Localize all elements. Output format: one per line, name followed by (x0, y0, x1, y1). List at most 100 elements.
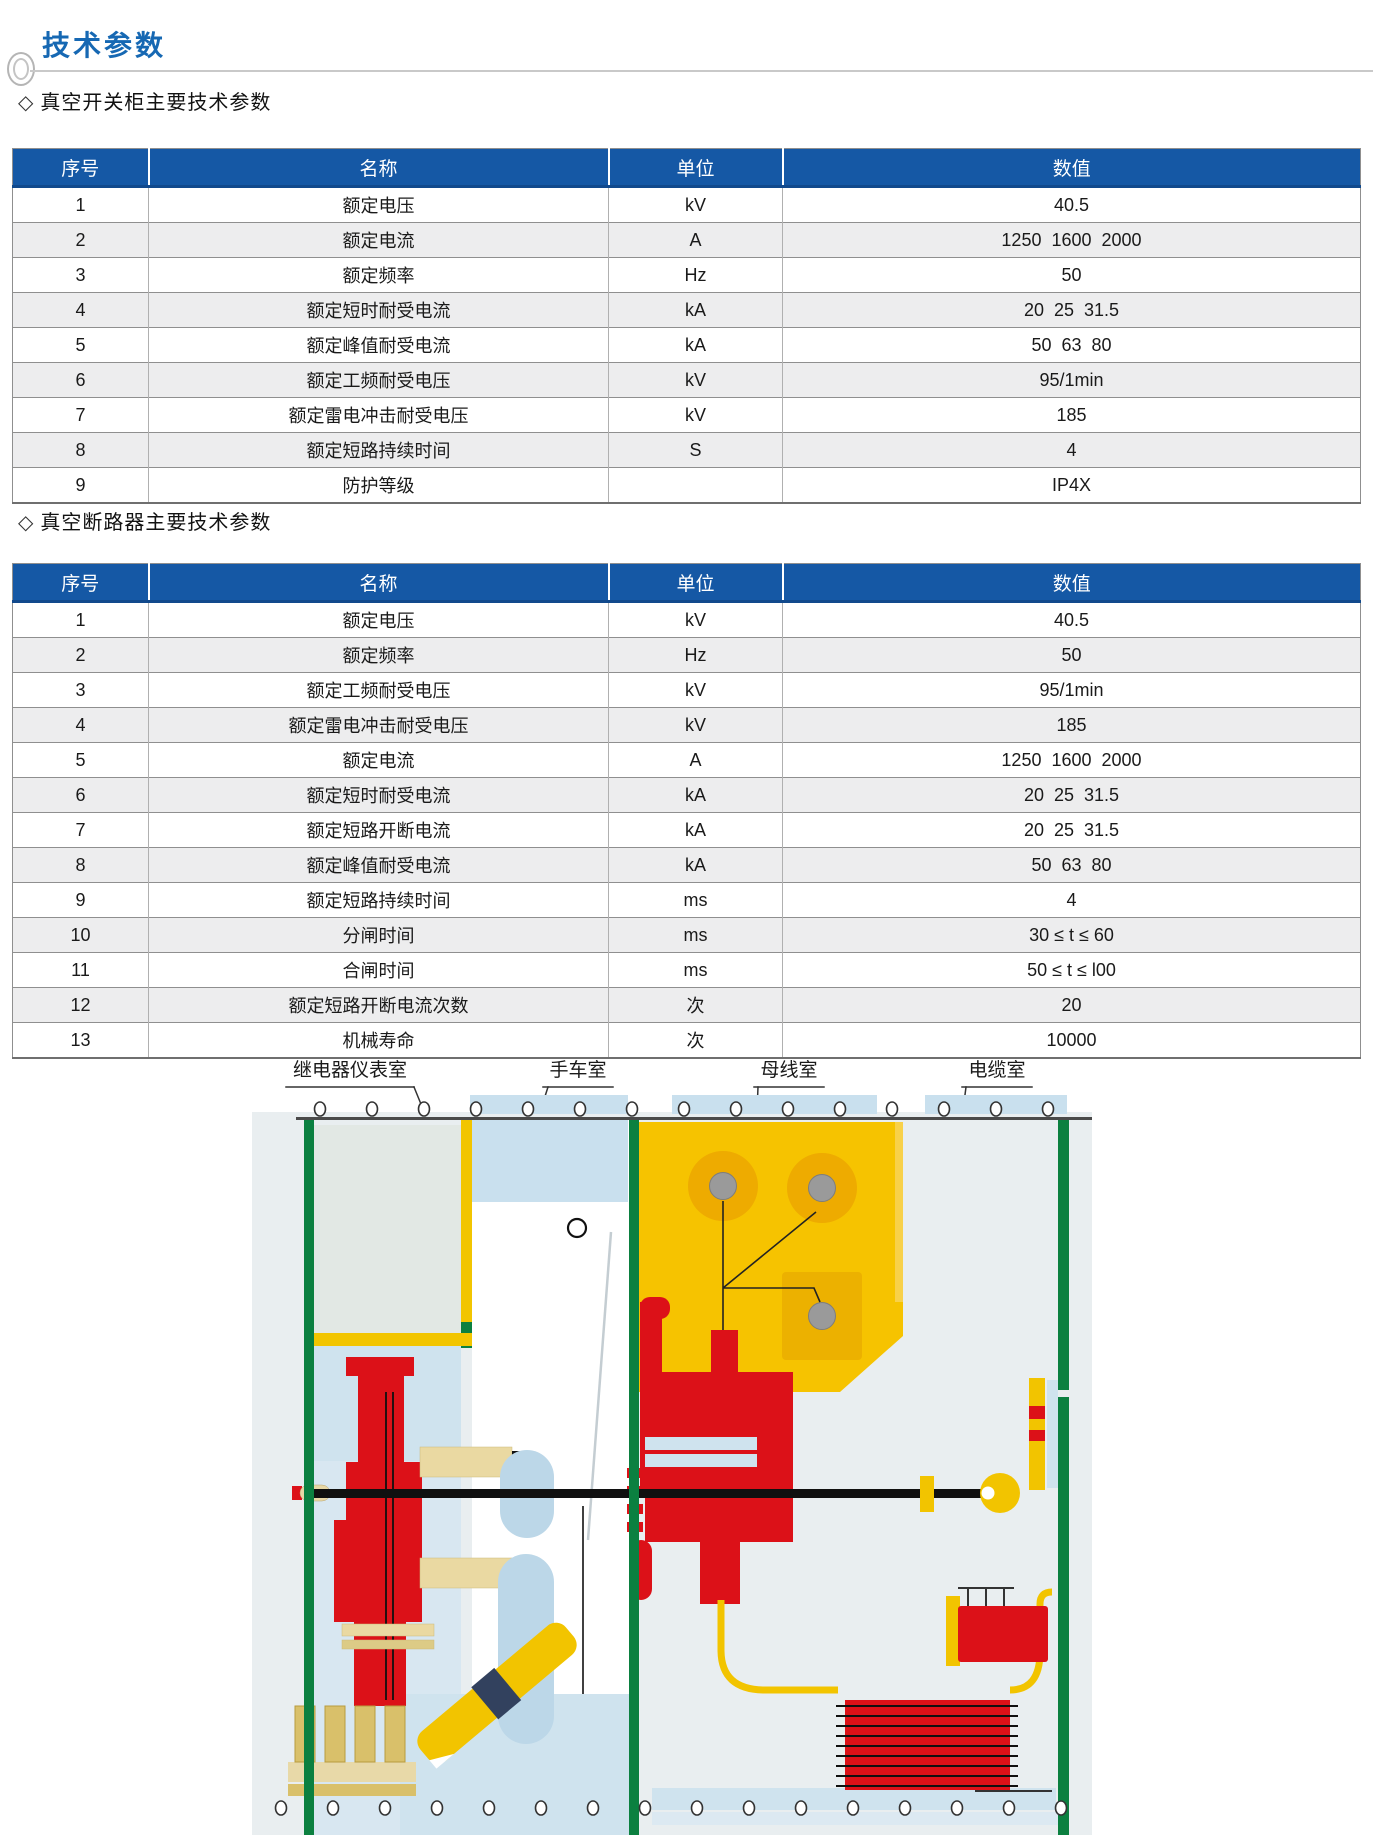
col-header-value: 数值 (782, 148, 1361, 188)
table-row: 4 额定雷电冲击耐受电压 kV 185 (12, 707, 1361, 743)
cell-name: 防护等级 (148, 467, 609, 503)
cable-box (958, 1606, 1048, 1662)
operating-mechanism (334, 1357, 554, 1744)
cell-name: 额定短路开断电流次数 (148, 987, 609, 1023)
cell-name: 额定频率 (148, 637, 609, 673)
table-row: 11 合闸时间 ms 50 ≤ t ≤ l00 (12, 952, 1361, 988)
table-row: 7 额定雷电冲击耐受电压 kV 185 (12, 397, 1361, 433)
cell-name: 额定短路持续时间 (148, 432, 609, 468)
section-heading-breaker: ◇ 真空断路器主要技术参数 (18, 506, 271, 535)
cell-unit: ms (608, 882, 783, 918)
cell-value: 10000 (782, 1022, 1361, 1058)
table-row: 4 额定短时耐受电流 kA 20 25 31.5 (12, 292, 1361, 328)
cell-index: 3 (12, 672, 149, 708)
cell-unit: A (608, 742, 783, 778)
cell-value: 50 (782, 637, 1361, 673)
table-row: 1 额定电压 kV 40.5 (12, 601, 1361, 638)
cell-name: 额定电流 (148, 742, 609, 778)
cell-value: 185 (782, 707, 1361, 743)
cell-value: 30 ≤ t ≤ 60 (782, 917, 1361, 953)
cell-name: 额定电压 (148, 186, 609, 223)
table-row: 5 额定峰值耐受电流 kA 50 63 80 (12, 327, 1361, 363)
cell-name: 分闸时间 (148, 917, 609, 953)
cell-value: 50 (782, 257, 1361, 293)
cell-name: 机械寿命 (148, 1022, 609, 1058)
cell-value: 40.5 (782, 601, 1361, 638)
switchgear-params-table: 序号 名称 单位 数值 1 额定电压 kV 40.5 2 额定电流 A 1250 1600 2… (12, 148, 1361, 504)
table-row: 6 额定工频耐受电压 kV 95/1min (12, 362, 1361, 398)
cell-index: 7 (12, 397, 149, 433)
cell-value: 40.5 (782, 186, 1361, 223)
earthing-symbol (958, 1587, 1014, 1612)
cell-name: 额定工频耐受电压 (148, 672, 609, 708)
section-heading-text: 真空开关柜主要技术参数 (40, 92, 272, 114)
cell-index: 4 (12, 292, 149, 328)
table-row: 13 机械寿命次 10000 (12, 1022, 1361, 1058)
cell-value: 20 25 31.5 (782, 292, 1361, 328)
switchgear-cutaway-diagram: 继电器仪表室 手车室 母线室 电缆室 (252, 1059, 1092, 1835)
cell-value: IP4X (782, 467, 1361, 503)
col-header-name: 名称 (148, 563, 610, 603)
cell-value: 50 ≤ t ≤ l00 (782, 952, 1361, 988)
cell-index: 8 (12, 432, 149, 468)
section-heading-switchgear: ◇ 真空开关柜主要技术参数 (18, 86, 271, 115)
cell-value: 4 (782, 882, 1361, 918)
ring-icon (7, 52, 35, 86)
title-divider (30, 70, 1373, 72)
cell-unit: kV (608, 672, 783, 708)
table-header-row: 序号 名称 单位 数值 (12, 148, 1361, 188)
cell-unit (608, 467, 783, 503)
table-row: 3 额定频率 Hz 50 (12, 257, 1361, 293)
cell-index: 6 (12, 777, 149, 813)
insulated-drive-rods (341, 1446, 513, 1650)
cell-unit: kV (608, 362, 783, 398)
busbar-chamber (638, 1122, 903, 1392)
cell-index: 5 (12, 327, 149, 363)
cell-unit: kV (608, 601, 783, 638)
cell-index: 10 (12, 917, 149, 953)
cell-unit: ms (608, 952, 783, 988)
cell-index: 7 (12, 812, 149, 848)
label-cable-room: 电缆室 (968, 1059, 1025, 1081)
col-header-index: 序号 (12, 563, 150, 603)
cell-unit: Hz (608, 257, 783, 293)
cell-name: 额定峰值耐受电流 (148, 847, 609, 883)
cell-value: 1250 1600 2000 (782, 742, 1361, 778)
cell-name: 额定峰值耐受电流 (148, 327, 609, 363)
cell-value: 20 25 31.5 (782, 777, 1361, 813)
cell-unit: kA (608, 292, 783, 328)
cell-value: 95/1min (782, 672, 1361, 708)
cell-index: 2 (12, 637, 149, 673)
top-vent-holes (313, 1101, 1055, 1117)
cell-value: 20 25 31.5 (782, 812, 1361, 848)
col-header-index: 序号 (12, 148, 150, 188)
cell-unit: 次 (608, 987, 783, 1023)
table-row: 6 额定短时耐受电流 kA 20 25 31.5 (12, 777, 1361, 813)
table-row: 7 额定短路开断电流 kA 20 25 31.5 (12, 812, 1361, 848)
table-row: 9 防护等级 IP4X (12, 467, 1361, 503)
cell-name: 额定雷电冲击耐受电压 (148, 397, 609, 433)
crank-handle (417, 1622, 577, 1769)
breaker-params-table: 序号 名称 单位 数值 1 额定电压 kV 40.5 2 额定频率 Hz 50 3 额定工频耐受电… (12, 563, 1361, 1059)
cell-unit: S (608, 432, 783, 468)
cell-value: 4 (782, 432, 1361, 468)
table-row: 2 额定频率 Hz 50 (12, 637, 1361, 673)
cell-unit: ms (608, 917, 783, 953)
cell-index: 1 (12, 186, 149, 223)
cell-unit: kA (608, 777, 783, 813)
cell-unit: Hz (608, 637, 783, 673)
cell-unit: kA (608, 812, 783, 848)
page-title: 技术参数 (42, 30, 167, 61)
cell-name: 额定工频耐受电压 (148, 362, 609, 398)
cell-value: 50 63 80 (782, 327, 1361, 363)
cell-index: 11 (12, 952, 149, 988)
table-row: 3 额定工频耐受电压 kV 95/1min (12, 672, 1361, 708)
diamond-icon: ◇ (18, 92, 35, 114)
table-row: 2 额定电流 A 1250 1600 2000 (12, 222, 1361, 258)
col-header-unit: 单位 (608, 148, 784, 188)
cell-unit: kV (608, 707, 783, 743)
cell-unit: 次 (608, 1022, 783, 1058)
table-row: 5 额定电流 A 1250 1600 2000 (12, 742, 1361, 778)
label-relay-room: 继电器仪表室 (293, 1059, 407, 1081)
cell-value: 1250 1600 2000 (782, 222, 1361, 258)
